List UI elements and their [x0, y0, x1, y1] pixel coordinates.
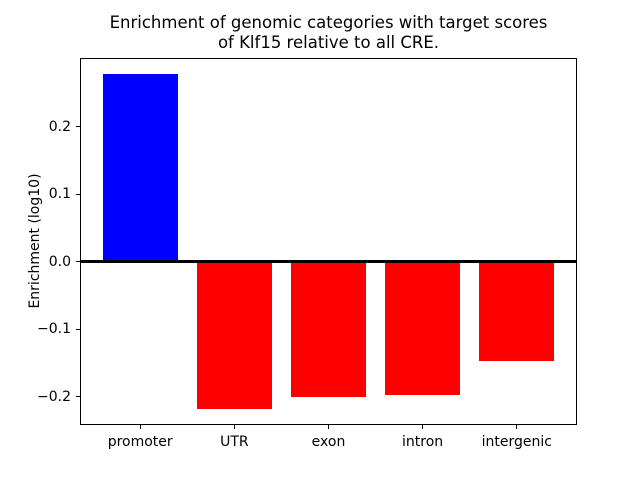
- y-tick-−0.2: [76, 396, 80, 398]
- plot-area: [80, 58, 577, 425]
- x-tick-promoter: [139, 425, 141, 429]
- chart-title-line-2: of Klf15 relative to all CRE.: [217, 33, 440, 52]
- x-tick-label-promoter: promoter: [107, 434, 173, 450]
- y-tick-0.2: [76, 126, 80, 128]
- chart-title: Enrichment of genomic categories with ta…: [80, 13, 577, 53]
- bar-UTR: [196, 261, 272, 410]
- y-tick-0.0: [76, 261, 80, 263]
- y-tick-0.1: [76, 193, 80, 195]
- x-tick-intergenic: [516, 425, 518, 429]
- bar-intergenic: [479, 261, 555, 361]
- y-tick-label-−0.1: −0.1: [37, 321, 71, 338]
- x-tick-label-UTR: UTR: [220, 434, 249, 450]
- zero-line: [80, 260, 577, 264]
- x-tick-label-intergenic: intergenic: [481, 434, 552, 450]
- bar-promoter: [102, 74, 178, 262]
- x-tick-label-exon: exon: [311, 434, 346, 450]
- y-tick-−0.1: [76, 328, 80, 330]
- y-tick-label-0.0: 0.0: [48, 253, 71, 270]
- x-tick-label-intron: intron: [402, 434, 444, 450]
- x-tick-UTR: [233, 425, 235, 429]
- y-tick-label-0.2: 0.2: [48, 118, 71, 135]
- x-tick-exon: [328, 425, 329, 429]
- chart-title-line-1: Enrichment of genomic categories with ta…: [109, 13, 548, 32]
- y-tick-label-−0.2: −0.2: [37, 388, 71, 405]
- bar-intron: [385, 261, 461, 396]
- x-tick-intron: [422, 425, 424, 429]
- bar-exon: [290, 261, 367, 398]
- y-tick-label-0.1: 0.1: [48, 186, 71, 203]
